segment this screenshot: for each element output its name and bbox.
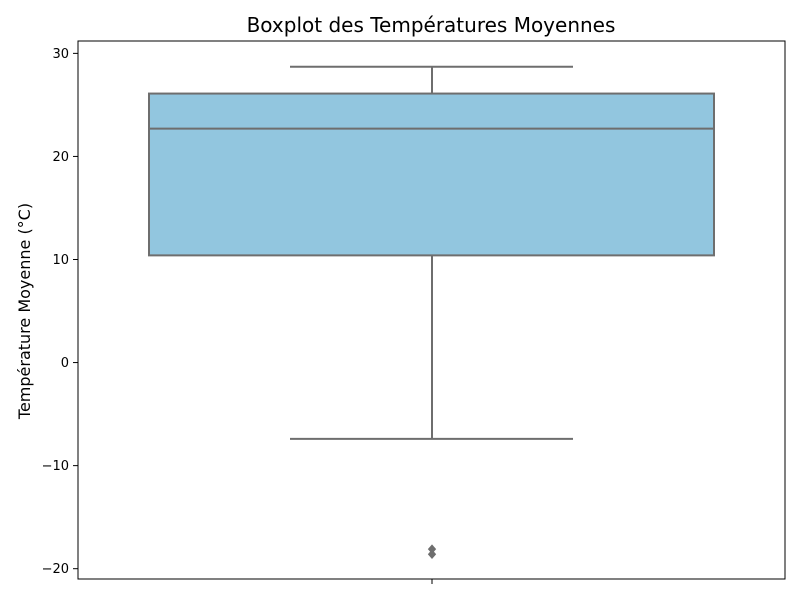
- boxplot: [148, 65, 715, 560]
- y-axis-label: Température Moyenne (°C): [15, 203, 34, 420]
- y-tick-label: 20: [52, 150, 69, 165]
- y-tick-label: 30: [52, 47, 69, 62]
- outlier-point: [427, 549, 437, 560]
- chart-title: Boxplot des Températures Moyennes: [247, 13, 616, 37]
- y-tick-label: 0: [61, 356, 69, 371]
- iqr-box: [148, 92, 715, 257]
- y-axis-ticks: −20 −10 0 10 20 30: [42, 47, 78, 577]
- y-tick-label: −10: [42, 459, 69, 474]
- y-tick-label: −20: [42, 562, 69, 577]
- y-tick-label: 10: [52, 253, 69, 268]
